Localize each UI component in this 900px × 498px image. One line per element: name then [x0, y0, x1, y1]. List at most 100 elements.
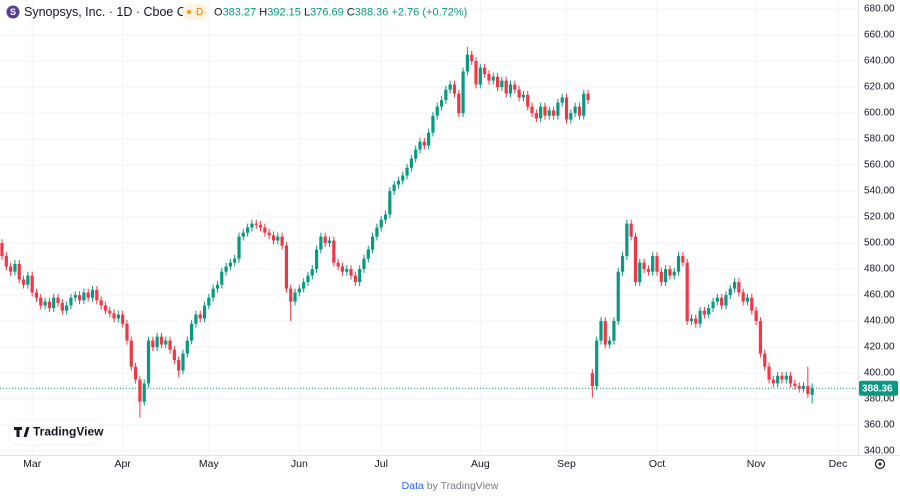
candle-body	[638, 262, 642, 283]
candle-body	[797, 386, 801, 389]
candle-body	[323, 236, 327, 244]
candle-body	[495, 76, 500, 88]
y-tick-label: 560.00	[864, 160, 895, 171]
candle-body	[310, 269, 314, 276]
candle-body	[728, 288, 732, 296]
candle-body	[43, 301, 47, 306]
candle-body	[125, 323, 129, 341]
y-tick-label: 660.00	[864, 30, 895, 41]
candle-body	[508, 84, 513, 94]
y-tick-label: 540.00	[864, 186, 895, 197]
candle-body	[159, 336, 164, 345]
candle-body	[685, 262, 689, 322]
candle-body	[401, 175, 405, 181]
candle-body	[263, 227, 267, 233]
candle-body	[375, 227, 379, 237]
candle-body	[659, 271, 663, 283]
candle-body	[409, 158, 413, 168]
candle-body	[211, 288, 215, 298]
candle-body	[732, 282, 737, 289]
candle-body	[526, 94, 530, 107]
candle-body	[405, 167, 409, 176]
candle-body	[284, 245, 289, 289]
symbol-logo[interactable]	[6, 5, 20, 19]
candle-body	[763, 353, 767, 367]
c-label: C	[347, 6, 355, 18]
footer-source[interactable]: Data	[402, 480, 424, 492]
candle-body	[414, 149, 418, 159]
candle-body	[608, 340, 612, 345]
price-axis: 340.00 360.00 380.00 400.00 420.00 440.00 460.…	[859, 4, 898, 457]
candle-body	[9, 266, 13, 272]
candle-body	[267, 232, 271, 236]
candle-body	[258, 224, 263, 228]
candle-body	[233, 258, 237, 263]
y-tick-label: 360.00	[864, 420, 895, 431]
candle-body	[750, 297, 754, 311]
candle-body	[164, 340, 168, 345]
candle-body	[801, 386, 806, 389]
candle-body	[241, 232, 245, 237]
candle-body	[737, 282, 741, 293]
symbol-title[interactable]: Synopsys, Inc. · 1D · Cboe One	[24, 5, 201, 19]
settings-icon[interactable]	[874, 458, 886, 470]
candle-body	[517, 89, 521, 98]
candle-body	[194, 314, 198, 324]
candle-body	[116, 314, 120, 319]
candle-body	[379, 219, 383, 228]
candle-body	[689, 318, 694, 322]
candle-body	[297, 288, 301, 293]
x-tick-label: Apr	[114, 458, 131, 470]
candle-body	[444, 89, 448, 101]
candle-body	[771, 379, 775, 384]
candle-body	[603, 321, 607, 345]
candle-body	[435, 106, 439, 116]
candle-body	[582, 93, 586, 116]
badge-dot	[187, 10, 191, 14]
candle-body	[595, 340, 599, 387]
candle-body	[250, 223, 254, 228]
x-tick-label: Jul	[374, 458, 387, 470]
candle-body	[280, 236, 284, 246]
candle-body	[672, 271, 676, 276]
y-tick-label: 440.00	[864, 316, 895, 327]
candle-body	[151, 340, 155, 348]
candle-body	[612, 321, 616, 341]
y-tick-label: 520.00	[864, 212, 895, 223]
candle-body	[767, 366, 771, 380]
candle-body	[314, 249, 319, 270]
candle-body	[17, 263, 21, 280]
candle-body	[564, 97, 569, 120]
watermark-bg[interactable]	[7, 419, 102, 446]
candle-body	[754, 310, 758, 322]
candle-body	[539, 106, 543, 119]
candle-body	[780, 375, 784, 380]
candle-body	[422, 141, 426, 146]
h-label: H	[259, 6, 267, 18]
candle-body	[715, 297, 719, 302]
candle-body	[319, 236, 323, 250]
candle-body	[289, 288, 293, 302]
x-tick-label: Aug	[471, 458, 490, 470]
candle-body	[237, 236, 241, 259]
candle-body	[133, 366, 138, 380]
candle-body	[336, 262, 340, 267]
candle-body	[569, 113, 573, 120]
candle-body	[560, 97, 564, 103]
candle-body	[586, 93, 590, 101]
last-price-label: 388.36	[862, 383, 893, 394]
x-tick-label: Jun	[291, 458, 308, 470]
candle-body	[806, 386, 810, 394]
x-tick-label: May	[199, 458, 220, 470]
candle-body	[228, 262, 232, 267]
candle-body	[47, 301, 52, 309]
candle-body	[418, 141, 422, 150]
candle-body	[427, 132, 431, 146]
x-tick-label: Dec	[829, 458, 848, 470]
candle-body	[340, 266, 345, 272]
candle-body	[530, 106, 534, 114]
candle-body	[90, 289, 95, 298]
candle-body	[439, 100, 444, 107]
